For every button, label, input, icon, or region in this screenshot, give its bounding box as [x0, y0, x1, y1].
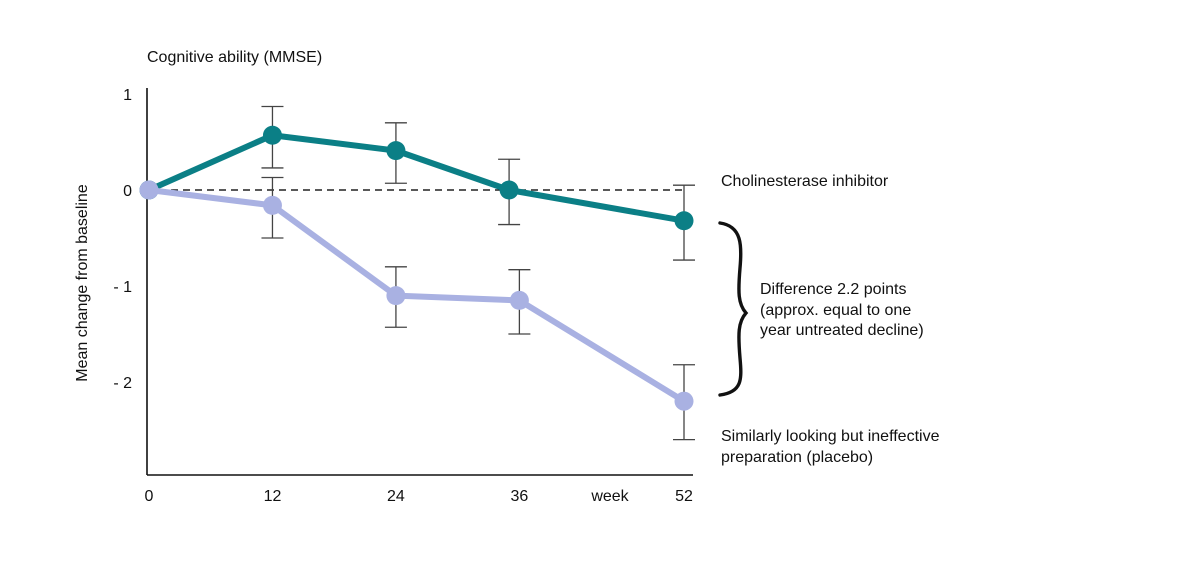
x-tick-label: 0	[145, 488, 154, 505]
series-cholinesterase-inhibitor	[139, 105, 695, 261]
y-tick-label: - 1	[113, 279, 132, 296]
difference-brace	[718, 221, 749, 397]
data-point	[499, 180, 519, 200]
difference-label-line-3: year untreated decline)	[760, 322, 924, 339]
label-cholinesterase-inhibitor: Cholinesterase inhibitor	[721, 173, 889, 190]
data-point	[139, 180, 159, 200]
data-point	[262, 125, 282, 145]
data-point	[386, 286, 406, 306]
y-tick-label: 0	[123, 183, 132, 200]
chart-title: Cognitive ability (MMSE)	[147, 49, 322, 66]
x-axis-label: week	[590, 488, 629, 505]
series-placebo	[139, 176, 695, 441]
x-tick-label: 52	[675, 488, 693, 505]
x-tick-label: 24	[387, 488, 405, 505]
x-tick-label: 12	[264, 488, 282, 505]
series-line	[146, 132, 687, 224]
data-point	[674, 391, 694, 411]
y-tick-label: 1	[123, 87, 132, 104]
series-layer	[139, 105, 695, 441]
tick-layer: 1 0 - 1 - 2 0 12 24 36 52	[113, 87, 693, 505]
data-point	[509, 290, 529, 310]
y-axis-label: Mean change from baseline	[74, 184, 91, 382]
difference-label-line-2: (approx. equal to one	[760, 302, 911, 319]
series-line	[146, 187, 687, 405]
x-tick-label: 36	[510, 488, 528, 505]
data-point	[386, 141, 406, 161]
data-point	[262, 195, 282, 215]
label-placebo-line-1: Similarly looking but ineffective	[721, 428, 940, 445]
label-placebo-line-2: preparation (placebo)	[721, 449, 873, 466]
y-tick-label: - 2	[113, 375, 132, 392]
data-point	[674, 211, 694, 231]
difference-label-line-1: Difference 2.2 points	[760, 281, 906, 298]
